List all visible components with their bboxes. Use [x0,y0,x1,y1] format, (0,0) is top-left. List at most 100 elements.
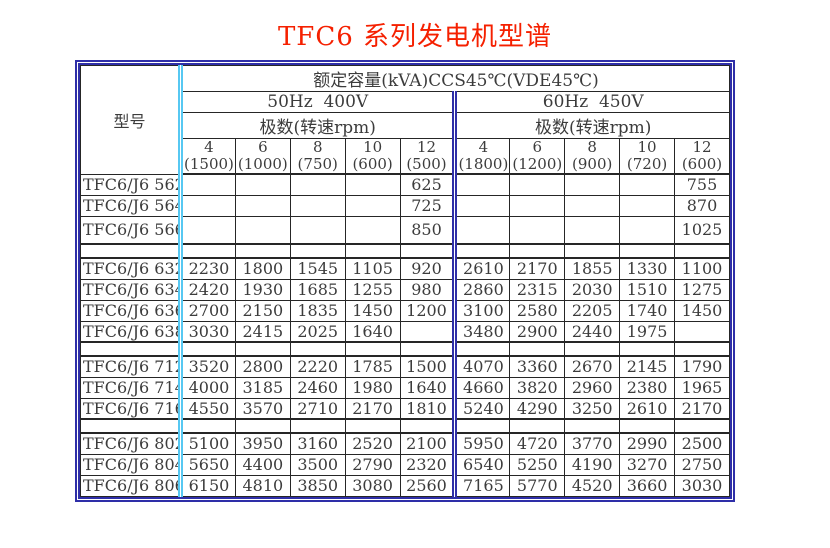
pole-speed: (600) [352,155,393,173]
pole-header-cell: 8 (750) [289,138,346,175]
value-cell [399,243,456,259]
pole-header-cell: 8 (900) [564,138,621,175]
value-cell: 1500 [399,355,456,378]
value-cell: 2560 [399,474,456,497]
value-cell: 2170 [344,397,401,420]
value-cell: 7165 [452,474,511,497]
pole-header-cell: 12 (600) [674,138,730,175]
model-cell: TFC6/J6 564 [80,194,183,217]
value-cell: 2170 [674,397,730,420]
value-cell: 2205 [564,299,621,322]
pole-count: 6 [532,138,543,156]
value-cell [180,194,236,217]
value-cell [452,243,511,259]
value-cell [289,194,346,217]
generator-spec-table: 型号 额定容量(kVA)CCS45℃(VDE45℃) 50Hz 400V 60H… [80,65,730,497]
value-cell: 5950 [452,432,511,455]
value-cell: 2145 [619,355,676,378]
value-cell [289,243,346,259]
value-cell [234,194,291,217]
value-cell: 1685 [289,278,346,301]
pole-speed: (600) [681,155,723,173]
value-cell: 2230 [180,257,236,280]
value-cell: 1450 [674,299,730,322]
value-cell [180,215,236,245]
value-cell: 5770 [509,474,566,497]
table-row: TFC6/J6 802 5100 3950 3160 2520 2100 5950 4720 3… [80,432,730,455]
value-cell: 3950 [234,432,291,455]
value-cell [344,173,401,196]
pole-count: 4 [204,138,214,156]
value-cell [564,418,621,434]
table-row: TFC6/J6 712 3520 2800 2220 1785 1500 4070 3360 2… [80,355,730,378]
value-cell [564,341,621,357]
value-cell: 1510 [619,278,676,301]
value-cell: 3080 [344,474,401,497]
value-cell: 3270 [619,453,676,476]
model-column-header: 型号 [80,65,183,175]
value-cell [564,173,621,196]
value-cell: 5250 [509,453,566,476]
model-cell [80,341,183,357]
rated-capacity-header: 额定容量(kVA)CCS45℃(VDE45℃) [180,65,730,92]
value-cell [619,173,676,196]
model-cell: TFC6/J6 562 [80,173,183,196]
value-cell: 4520 [564,474,621,497]
value-cell [452,341,511,357]
pole-header-cell: 12 (500) [399,138,456,175]
pole-count: 8 [312,138,323,156]
value-cell [674,418,730,434]
table-row: TFC6/J6 714 4000 3185 2460 1980 1640 4660 3820 2… [80,376,730,399]
model-cell: TFC6/J6 566 [80,215,183,245]
value-cell: 3820 [509,376,566,399]
value-cell: 1835 [289,299,346,322]
value-cell [674,320,730,343]
value-cell [180,173,236,196]
value-cell: 2860 [452,278,511,301]
value-cell [180,418,236,434]
value-cell: 1965 [674,376,730,399]
value-cell [234,215,291,245]
value-cell: 4660 [452,376,511,399]
value-cell: 2415 [234,320,291,343]
spacer-row [80,418,730,434]
freq-header-50hz: 50Hz 400V [179,91,456,113]
value-cell: 2440 [564,320,621,343]
model-cell: TFC6/J6 802 [80,432,183,455]
value-cell: 5240 [452,397,511,420]
value-cell [452,173,511,196]
value-cell [619,243,676,259]
value-cell: 2580 [509,299,566,322]
value-cell [234,418,291,434]
pole-count: 12 [692,138,712,156]
pole-count: 6 [258,138,268,156]
poles-header-50hz: 极数(转速rpm) [179,112,456,139]
value-cell [234,341,291,357]
value-cell: 2030 [564,278,621,301]
value-cell [344,194,401,217]
value-cell: 2315 [509,278,566,301]
pole-header-cell: 10 (720) [619,138,676,175]
value-cell: 2170 [509,257,566,280]
value-cell: 2100 [399,432,456,455]
value-cell: 1800 [234,257,291,280]
value-cell [344,341,401,357]
value-cell: 2025 [289,320,346,343]
value-cell: 4000 [180,376,236,399]
value-cell [619,341,676,357]
model-cell: TFC6/J6 804 [80,453,183,476]
table-row: TFC6/J6 804 5650 4400 3500 2790 2320 6540 5250 4… [80,453,730,476]
value-cell: 1855 [564,257,621,280]
value-cell: 3770 [564,432,621,455]
value-cell: 3660 [619,474,676,497]
model-cell: TFC6/J6 638 [80,320,183,343]
freq-header-60hz: 60Hz 450V [452,91,730,113]
pole-header-cell: 4 (1800) [452,138,511,175]
pole-count: 8 [587,138,597,156]
table-frame: 型号 额定容量(kVA)CCS45℃(VDE45℃) 50Hz 400V 60H… [75,60,735,502]
value-cell: 1275 [674,278,730,301]
pole-count: 4 [478,138,489,156]
value-cell [452,194,511,217]
value-cell: 2750 [674,453,730,476]
value-cell [509,243,566,259]
